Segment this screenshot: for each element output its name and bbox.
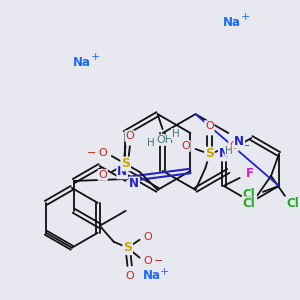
Text: S: S xyxy=(205,148,214,160)
Text: H: H xyxy=(147,138,154,148)
Text: OH: OH xyxy=(156,135,173,145)
Text: Na: Na xyxy=(142,269,160,282)
Text: −: − xyxy=(241,141,250,151)
Text: H: H xyxy=(172,129,179,139)
Text: +: + xyxy=(160,267,169,277)
Text: −: − xyxy=(87,148,96,158)
Text: O: O xyxy=(125,271,134,281)
Text: N: N xyxy=(117,165,127,178)
Text: Na: Na xyxy=(222,16,240,29)
Text: O: O xyxy=(143,232,152,242)
Text: O: O xyxy=(143,256,152,266)
Text: O: O xyxy=(229,141,238,151)
Text: H: H xyxy=(225,146,233,156)
Text: N: N xyxy=(129,177,139,190)
Text: −: − xyxy=(154,256,163,266)
Text: Cl: Cl xyxy=(243,197,255,210)
Text: Cl: Cl xyxy=(243,188,255,201)
Text: N: N xyxy=(219,148,229,160)
Text: Na: Na xyxy=(73,56,91,69)
Text: O: O xyxy=(205,121,214,131)
Text: F: F xyxy=(246,167,254,180)
Text: S: S xyxy=(123,241,132,254)
Text: S: S xyxy=(121,158,130,170)
Text: O: O xyxy=(98,148,107,158)
Text: N: N xyxy=(246,195,256,208)
Text: +: + xyxy=(91,52,101,62)
Text: Cl: Cl xyxy=(286,197,299,210)
Text: O: O xyxy=(98,170,107,180)
Text: +: + xyxy=(241,12,250,22)
Text: O: O xyxy=(125,131,134,141)
Text: O: O xyxy=(181,141,190,151)
Text: N: N xyxy=(234,134,244,148)
